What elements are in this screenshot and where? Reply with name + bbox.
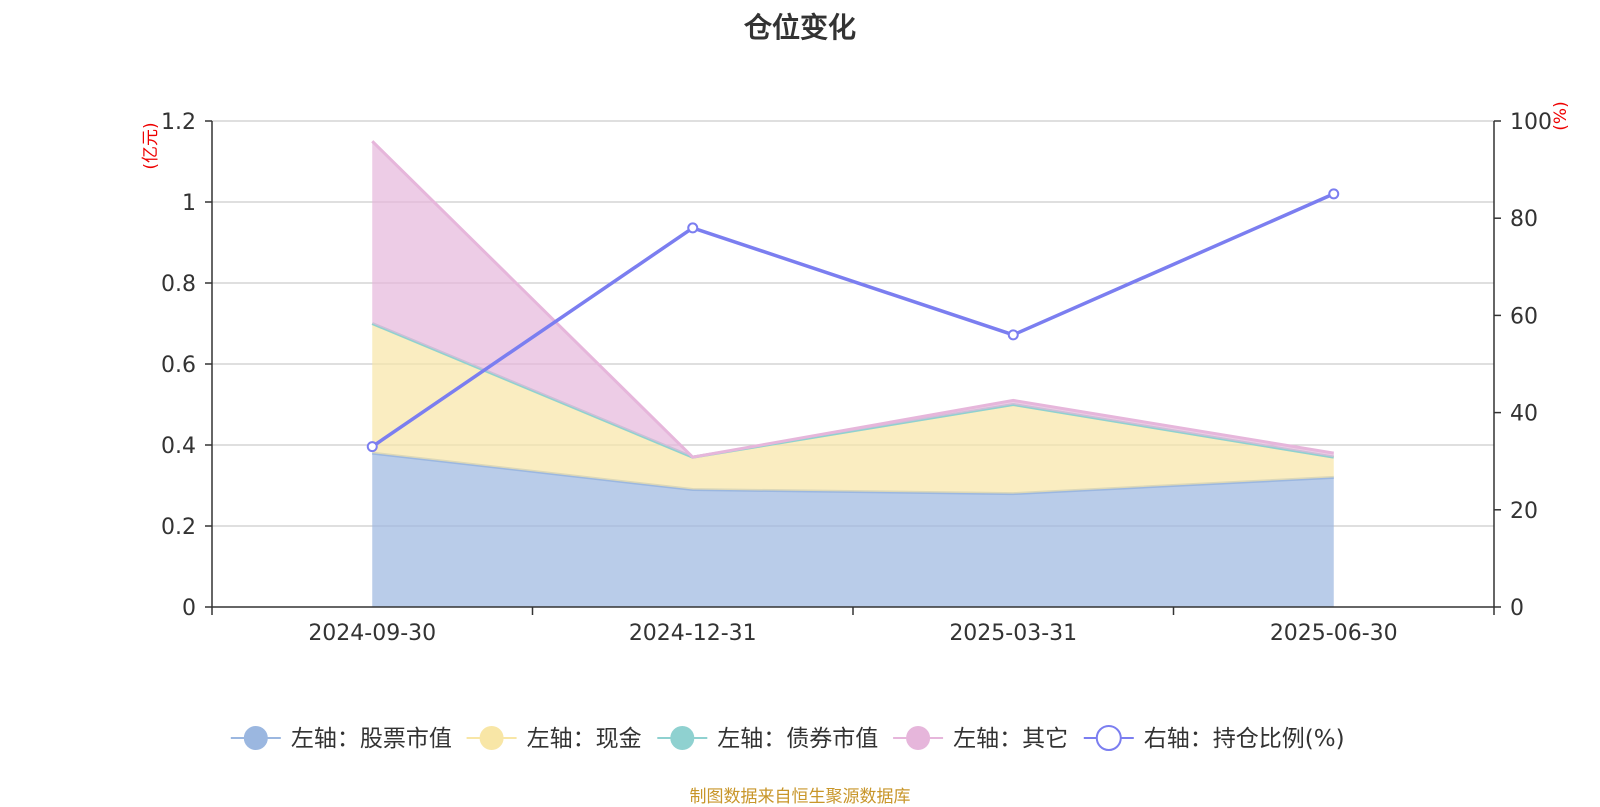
- legend-label: 左轴：现金: [527, 726, 642, 752]
- line-point: [366, 441, 378, 453]
- left-tick-label: 1.2: [161, 110, 196, 135]
- x-tick-label: 2024-12-31: [629, 621, 757, 646]
- legend-marker-icon: [479, 726, 504, 750]
- line-point: [1328, 188, 1340, 200]
- chart-title: 仓位变化: [743, 11, 856, 44]
- area-左轴：股票市值: [372, 453, 1334, 607]
- right-tick-label: 100: [1510, 110, 1552, 135]
- legend-label: 左轴：其它: [953, 726, 1068, 752]
- right-tick-label: 60: [1510, 304, 1538, 329]
- right-tick-label: 20: [1510, 499, 1538, 524]
- right-tick-label: 80: [1510, 207, 1538, 232]
- area-edge-左轴：债券市值: [371, 322, 1334, 459]
- x-tick-label: 2024-09-30: [308, 621, 436, 646]
- line-point: [1007, 329, 1019, 341]
- area-edge-左轴：其它: [371, 140, 1334, 459]
- legend-label: 右轴：持仓比例(%): [1144, 726, 1345, 752]
- left-tick-label: 0.6: [161, 353, 196, 378]
- left-axis-unit: (亿元): [141, 122, 161, 169]
- source-note: 制图数据来自恒生聚源数据库: [689, 787, 911, 807]
- right-axis-unit: (%): [1551, 101, 1571, 130]
- legend-marker-icon: [670, 726, 695, 750]
- area-左轴：现金: [372, 323, 1334, 494]
- left-tick-label: 0: [182, 596, 196, 621]
- legend-label: 左轴：债券市值: [717, 726, 878, 752]
- x-tick-label: 2025-03-31: [949, 621, 1077, 646]
- legend-marker-icon: [243, 726, 268, 750]
- left-tick-label: 0.8: [161, 272, 196, 297]
- line-右轴：持仓比例(%): [371, 192, 1335, 449]
- legend-marker-icon: [1095, 725, 1122, 751]
- x-tick-label: 2025-06-30: [1270, 621, 1398, 646]
- left-tick-label: 1: [182, 191, 196, 216]
- legend-label: 左轴：股票市值: [291, 726, 452, 752]
- line-point: [687, 222, 699, 234]
- left-tick-label: 0.2: [161, 515, 196, 540]
- right-tick-label: 40: [1510, 402, 1538, 427]
- right-tick-label: 0: [1510, 596, 1524, 621]
- legend-marker-icon: [906, 726, 931, 750]
- left-tick-label: 0.4: [161, 434, 196, 459]
